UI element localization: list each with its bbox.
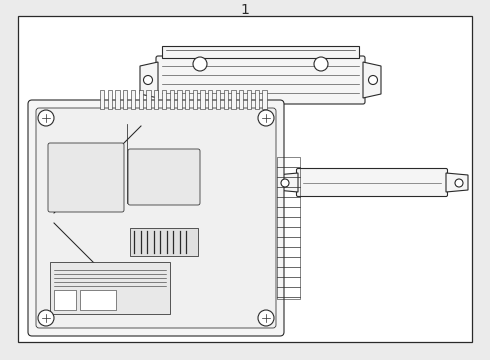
Polygon shape bbox=[276, 173, 298, 192]
Bar bbox=[277, 157, 300, 299]
Bar bbox=[177, 90, 181, 109]
Bar bbox=[80, 290, 116, 310]
Bar bbox=[223, 90, 228, 109]
Circle shape bbox=[281, 179, 289, 187]
Bar bbox=[162, 90, 166, 109]
Bar bbox=[200, 90, 205, 109]
Bar bbox=[170, 90, 174, 109]
Bar bbox=[154, 90, 158, 109]
FancyBboxPatch shape bbox=[48, 143, 124, 212]
Bar bbox=[262, 90, 267, 109]
Bar bbox=[216, 90, 220, 109]
Bar bbox=[123, 90, 127, 109]
FancyBboxPatch shape bbox=[36, 108, 276, 328]
Bar bbox=[54, 290, 76, 310]
Bar bbox=[139, 90, 143, 109]
FancyBboxPatch shape bbox=[128, 149, 200, 205]
Bar bbox=[239, 90, 244, 109]
Circle shape bbox=[193, 57, 207, 71]
FancyBboxPatch shape bbox=[296, 168, 447, 197]
Bar bbox=[116, 90, 120, 109]
Bar bbox=[231, 90, 236, 109]
Circle shape bbox=[144, 76, 152, 85]
Bar bbox=[147, 90, 150, 109]
Bar bbox=[130, 228, 198, 256]
Bar bbox=[100, 90, 104, 109]
Bar bbox=[208, 90, 213, 109]
Polygon shape bbox=[162, 46, 359, 58]
Polygon shape bbox=[446, 173, 468, 192]
FancyBboxPatch shape bbox=[28, 100, 284, 336]
Bar bbox=[193, 90, 197, 109]
Bar bbox=[185, 90, 189, 109]
Circle shape bbox=[314, 57, 328, 71]
Circle shape bbox=[258, 310, 274, 326]
FancyBboxPatch shape bbox=[156, 56, 365, 104]
Circle shape bbox=[38, 310, 54, 326]
Circle shape bbox=[455, 179, 463, 187]
Circle shape bbox=[38, 110, 54, 126]
Circle shape bbox=[258, 110, 274, 126]
Bar bbox=[254, 90, 259, 109]
Bar bbox=[50, 262, 170, 314]
Bar bbox=[108, 90, 112, 109]
Bar bbox=[247, 90, 251, 109]
Text: 1: 1 bbox=[241, 3, 249, 17]
Polygon shape bbox=[140, 62, 158, 98]
Polygon shape bbox=[363, 62, 381, 98]
Circle shape bbox=[368, 76, 377, 85]
Bar bbox=[131, 90, 135, 109]
